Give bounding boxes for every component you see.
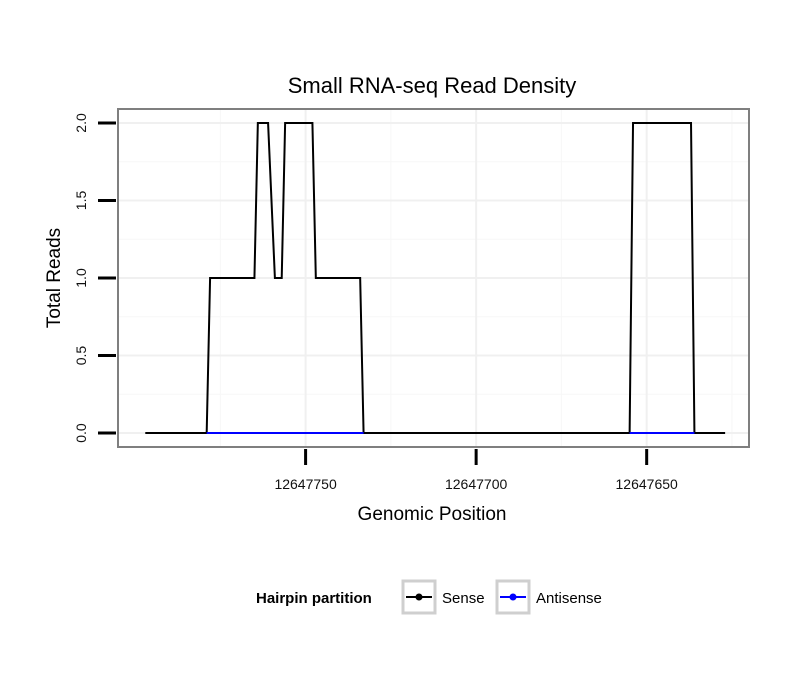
- legend-label-sense: Sense: [442, 590, 485, 607]
- plot-panel: [117, 108, 750, 448]
- y-axis-title: Total Reads: [44, 228, 65, 328]
- y-axis: 0.0 0.5 1.0 1.5 2.0: [73, 113, 116, 443]
- series-layer: [145, 121, 726, 435]
- y-tick-label: 2.0: [73, 113, 89, 133]
- legend-label-antisense: Antisense: [536, 590, 602, 607]
- legend-title: Hairpin partition: [256, 590, 372, 607]
- y-tick-label: 1.0: [73, 268, 89, 288]
- chart-title: Small RNA-seq Read Density: [288, 73, 577, 98]
- legend-point-antisense: [509, 593, 517, 601]
- x-axis: 12647750 12647700 12647650: [274, 449, 678, 492]
- x-tick-label: 12647700: [445, 476, 508, 492]
- series-line-sense: [145, 121, 726, 435]
- legend-item-antisense: Antisense: [495, 579, 602, 615]
- legend-point-sense: [415, 593, 423, 601]
- legend-item-sense: Sense: [401, 579, 485, 615]
- legend: Hairpin partition Sense Antisense: [256, 579, 602, 615]
- y-tick-label: 0.0: [73, 423, 89, 443]
- x-axis-title: Genomic Position: [358, 504, 507, 525]
- y-tick-label: 0.5: [73, 346, 89, 366]
- panel-border: [117, 108, 750, 448]
- y-tick-label: 1.5: [73, 191, 89, 211]
- x-tick-label: 12647750: [274, 476, 337, 492]
- x-tick-label: 12647650: [616, 476, 679, 492]
